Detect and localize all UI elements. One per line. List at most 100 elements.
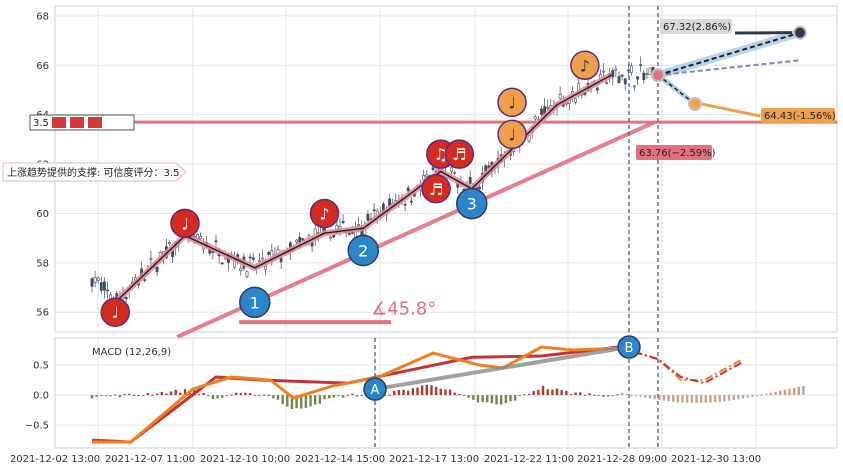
candle-body bbox=[90, 278, 94, 287]
macd-histogram-bar bbox=[211, 395, 215, 400]
macd-histogram-bar bbox=[179, 392, 182, 396]
y-tick-label: 56 bbox=[36, 308, 49, 319]
macd-histogram-bar bbox=[216, 395, 219, 399]
y-tick-label: 0.0 bbox=[33, 391, 49, 402]
macd-histogram-bar bbox=[765, 393, 768, 396]
macd-histogram-bar bbox=[718, 395, 721, 402]
candle-body bbox=[595, 87, 599, 91]
macd-histogram-bar bbox=[114, 394, 117, 396]
y-tick-label: 60 bbox=[36, 209, 49, 220]
forecast-target-dot bbox=[793, 25, 807, 40]
macd-histogram-bar bbox=[202, 392, 205, 396]
macd-histogram-bar bbox=[546, 389, 549, 396]
y-tick-label: 66 bbox=[36, 61, 49, 72]
angle-label: ∡45.8° bbox=[371, 299, 436, 320]
candle-body bbox=[406, 187, 410, 192]
macd-histogram-bar bbox=[90, 395, 94, 399]
macd-histogram-bar bbox=[104, 395, 108, 397]
support-callout-text: 上涨趋势提供的支撑: 可信度评分：3.5 bbox=[7, 166, 179, 179]
macd-histogram-bar bbox=[695, 395, 698, 403]
signal-marker bbox=[497, 119, 527, 150]
macd-event-label: A bbox=[371, 383, 380, 398]
candle-body bbox=[533, 116, 537, 120]
macd-histogram-bar bbox=[109, 395, 112, 397]
wave-marker bbox=[456, 187, 488, 220]
candle-body bbox=[366, 213, 370, 221]
candle-body bbox=[267, 252, 271, 255]
candle-body bbox=[298, 236, 302, 243]
candle-body bbox=[642, 72, 646, 81]
macd-histogram-bar bbox=[467, 395, 470, 398]
candle-body bbox=[409, 200, 413, 203]
macd-histogram-bar bbox=[699, 395, 703, 403]
macd-histogram-bar bbox=[155, 393, 159, 396]
macd-histogram-bar bbox=[541, 386, 545, 396]
macd-histogram-bar bbox=[146, 393, 149, 396]
candle-body bbox=[633, 85, 636, 88]
macd-event-marker bbox=[617, 335, 641, 359]
candle-body bbox=[648, 67, 652, 75]
candle-body bbox=[106, 289, 109, 292]
macd-histogram-bar bbox=[402, 389, 405, 396]
macd-histogram-bar bbox=[244, 392, 247, 396]
macd-histogram-bar bbox=[276, 395, 280, 400]
macd-histogram-bar bbox=[239, 393, 242, 396]
signal-marker-glyph: ♩ bbox=[508, 125, 516, 144]
macd-histogram-bar bbox=[792, 387, 796, 396]
y-tick-label: 0.5 bbox=[33, 361, 49, 372]
signal-marker bbox=[309, 198, 340, 229]
candle-body bbox=[332, 234, 336, 238]
macd-histogram-bar bbox=[504, 395, 508, 404]
support-badge-icon bbox=[52, 117, 66, 128]
macd-histogram-bar bbox=[360, 395, 363, 397]
macd-histogram-bar bbox=[295, 395, 298, 409]
macd-histogram-bar bbox=[346, 394, 349, 396]
y-tick-label: 58 bbox=[36, 258, 49, 269]
macd-histogram-bar bbox=[304, 395, 308, 408]
macd-histogram-bar bbox=[262, 394, 266, 396]
candle-body bbox=[329, 236, 333, 239]
support-badge-icon bbox=[88, 117, 102, 128]
macd-histogram-bar bbox=[100, 395, 103, 397]
macd-panel: 0.50.0−0.5 AB MACD (12,26,9) bbox=[25, 335, 838, 449]
candle-body bbox=[639, 64, 643, 66]
x-tick-label: 2021-12-14 15:00 bbox=[295, 454, 385, 465]
macd-histogram-bar bbox=[662, 395, 666, 401]
candle-body bbox=[168, 242, 171, 245]
signal-marker bbox=[497, 87, 527, 118]
macd-histogram-bar bbox=[207, 395, 210, 397]
macd-line bbox=[92, 345, 620, 444]
macd-histogram-bar bbox=[537, 389, 540, 396]
forecast-label: 67.32(2.86%) bbox=[663, 22, 731, 33]
macd-histogram-bar bbox=[314, 395, 317, 405]
macd-histogram-bar bbox=[300, 395, 303, 409]
macd-event-label: B bbox=[625, 341, 634, 356]
macd-histogram-bar bbox=[648, 395, 652, 399]
signal-marker-glyph: ♪ bbox=[580, 56, 590, 75]
macd-histogram-bar bbox=[513, 395, 517, 401]
macd-histogram-bar bbox=[337, 395, 340, 397]
macd-histogram-bar bbox=[169, 391, 173, 396]
macd-histogram-bar bbox=[253, 395, 256, 397]
candle-body bbox=[149, 257, 153, 260]
macd-histogram-bar bbox=[709, 395, 712, 403]
macd-histogram-bar bbox=[658, 395, 661, 400]
macd-histogram-bar bbox=[290, 395, 294, 409]
macd-histogram-bar bbox=[751, 395, 754, 397]
macd-histogram-bar bbox=[221, 395, 224, 398]
macd-histogram-bar bbox=[527, 393, 531, 396]
macd-histogram-bar bbox=[458, 393, 461, 396]
candle-body bbox=[239, 267, 243, 271]
price-panel: 56586062646668 ∡45.8°67.32(2.86%)64.43(-… bbox=[2, 5, 838, 339]
x-tick-label: 2021-12-10 10:00 bbox=[200, 454, 290, 465]
candle-body bbox=[614, 68, 618, 71]
candle-body bbox=[124, 296, 128, 300]
macd-histogram-bar bbox=[183, 389, 187, 396]
macd-histogram-bar bbox=[727, 395, 731, 401]
macd-histogram-bar bbox=[416, 387, 419, 396]
candle-body bbox=[341, 221, 345, 223]
x-tick-label: 2021-12-22 11:00 bbox=[484, 454, 574, 465]
y-tick-label: 68 bbox=[36, 11, 49, 22]
macd-histogram-bar bbox=[653, 395, 656, 400]
forecast-low-dot bbox=[688, 97, 702, 112]
